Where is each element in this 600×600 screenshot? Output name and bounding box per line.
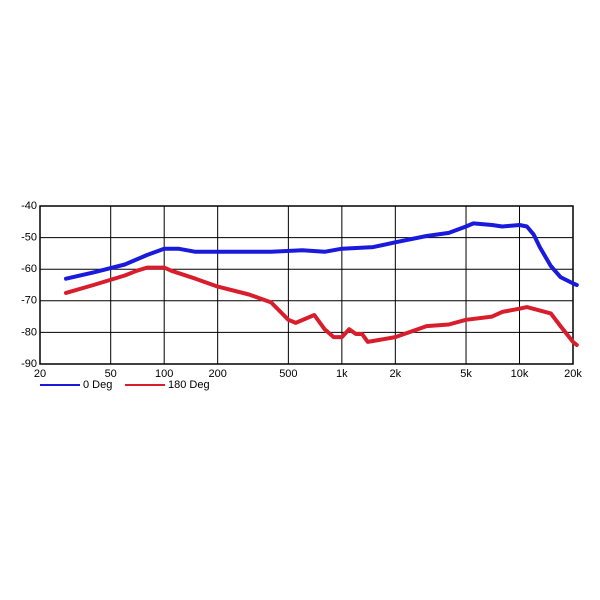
x-tick-label: 10k bbox=[511, 368, 529, 380]
x-tick-label: 20 bbox=[34, 368, 46, 380]
y-tick-label: -70 bbox=[21, 295, 37, 307]
y-tick-label: -60 bbox=[21, 263, 37, 275]
x-tick-label: 1k bbox=[336, 368, 348, 380]
x-tick-label: 5k bbox=[460, 368, 472, 380]
x-tick-label: 50 bbox=[105, 368, 117, 380]
x-tick-label: 200 bbox=[208, 368, 226, 380]
x-tick-label: 2k bbox=[390, 368, 402, 380]
x-tick-label: 100 bbox=[155, 368, 173, 380]
series-line bbox=[64, 265, 579, 347]
series-line bbox=[64, 221, 579, 287]
y-tick-label: -50 bbox=[21, 232, 37, 244]
plot-frame bbox=[39, 205, 574, 365]
x-tick-label: 500 bbox=[279, 368, 297, 380]
legend-label: 180 Deg bbox=[168, 379, 210, 391]
x-tick-label: 20k bbox=[564, 368, 582, 380]
y-tick-label: -40 bbox=[21, 200, 37, 212]
legend-label: 0 Deg bbox=[83, 379, 112, 391]
y-tick-label: -90 bbox=[21, 358, 37, 370]
y-tick-label: -80 bbox=[21, 326, 37, 338]
